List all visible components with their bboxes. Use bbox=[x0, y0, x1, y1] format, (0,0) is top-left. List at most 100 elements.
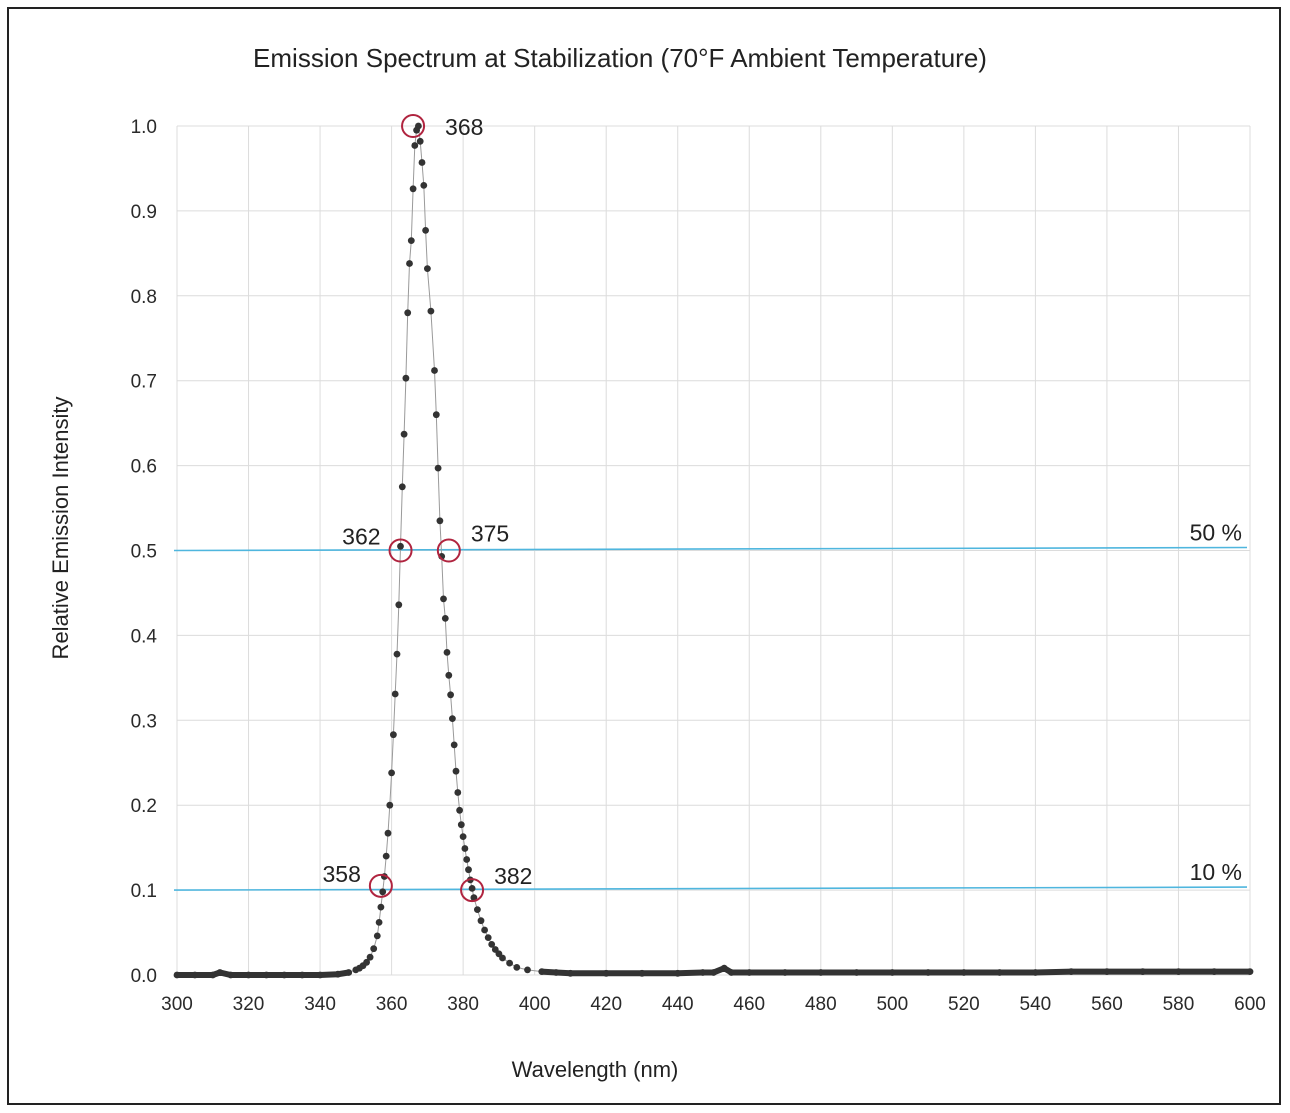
data-point bbox=[468, 885, 476, 892]
threshold-label: 10 % bbox=[1190, 859, 1242, 885]
annotation-label: 358 bbox=[322, 861, 360, 887]
data-point bbox=[386, 801, 394, 809]
y-axis-title: Relative Emission Intensity bbox=[48, 397, 73, 660]
x-tick-label: 440 bbox=[662, 994, 694, 1015]
data-point bbox=[418, 159, 426, 166]
x-tick-label: 540 bbox=[1020, 994, 1052, 1015]
y-tick-label: 1.0 bbox=[131, 117, 157, 138]
data-point bbox=[393, 650, 401, 658]
data-point bbox=[388, 769, 395, 777]
series-baseline bbox=[174, 969, 352, 978]
data-point bbox=[457, 821, 465, 829]
data-point bbox=[402, 374, 410, 382]
y-tick-label: 0.6 bbox=[131, 457, 157, 478]
data-point bbox=[416, 137, 424, 145]
annotation-circle bbox=[401, 114, 426, 138]
annotation-circle bbox=[388, 538, 413, 563]
data-point bbox=[454, 789, 462, 796]
x-tick-label: 500 bbox=[876, 994, 908, 1015]
data-point bbox=[400, 430, 408, 438]
data-point bbox=[415, 122, 422, 130]
data-point bbox=[440, 595, 447, 603]
data-point bbox=[407, 237, 415, 245]
data-point bbox=[409, 185, 417, 193]
grid bbox=[176, 125, 1251, 976]
data-point bbox=[470, 894, 478, 902]
x-tick-label: 460 bbox=[733, 994, 765, 1015]
annotation-circle bbox=[436, 538, 461, 563]
data-point bbox=[384, 829, 392, 837]
annotation-label: 362 bbox=[342, 524, 380, 550]
data-point bbox=[390, 731, 397, 739]
data-point bbox=[445, 671, 453, 679]
data-point bbox=[499, 954, 506, 962]
x-tick-label: 360 bbox=[376, 994, 408, 1015]
data-point bbox=[397, 542, 404, 550]
data-point bbox=[420, 182, 428, 189]
data-point bbox=[488, 941, 496, 948]
y-tick-label: 0.4 bbox=[131, 626, 158, 647]
data-point bbox=[424, 265, 431, 272]
data-point bbox=[411, 142, 419, 149]
chart-frame bbox=[7, 7, 1281, 1105]
y-tick-label: 0.3 bbox=[131, 711, 157, 732]
x-tick-label: 420 bbox=[590, 994, 622, 1015]
x-tick-label: 580 bbox=[1163, 994, 1195, 1015]
y-tick-label: 0.2 bbox=[131, 796, 157, 817]
data-point bbox=[506, 959, 513, 967]
data-point bbox=[461, 845, 469, 852]
series-baseline bbox=[538, 964, 1253, 977]
data-point bbox=[474, 906, 481, 913]
data-point bbox=[463, 856, 471, 863]
data-point bbox=[432, 411, 440, 419]
data-point bbox=[436, 517, 444, 525]
data-point bbox=[406, 260, 413, 267]
data-point bbox=[373, 932, 381, 940]
data-point bbox=[398, 483, 406, 491]
data-point bbox=[441, 615, 449, 622]
data-point bbox=[477, 917, 485, 925]
threshold-lines: 50 % 10 % bbox=[173, 520, 1248, 891]
data-point bbox=[422, 227, 429, 234]
x-axis-title: Wavelength (nm) bbox=[512, 1057, 679, 1082]
x-tick-label: 480 bbox=[805, 994, 837, 1015]
data-point bbox=[377, 903, 385, 911]
x-tick-label: 600 bbox=[1234, 994, 1266, 1015]
data-point bbox=[465, 866, 472, 874]
data-point bbox=[391, 690, 399, 698]
data-point bbox=[363, 958, 370, 966]
data-point bbox=[379, 888, 387, 896]
data-point bbox=[395, 601, 403, 609]
data-point bbox=[447, 691, 454, 699]
threshold-line bbox=[173, 546, 1248, 552]
x-tick-label: 320 bbox=[233, 994, 265, 1015]
data-point bbox=[450, 741, 458, 749]
data-point bbox=[449, 715, 456, 722]
data-point bbox=[382, 852, 390, 860]
threshold-line bbox=[173, 886, 1248, 891]
data-point bbox=[434, 464, 442, 472]
data-point bbox=[459, 833, 467, 840]
y-tick-label: 0.1 bbox=[131, 881, 157, 902]
x-tick-label: 300 bbox=[161, 994, 193, 1015]
x-tick-label: 560 bbox=[1091, 994, 1123, 1015]
data-point bbox=[404, 309, 412, 317]
tick-labels: 300 320 340 360 380 400 420 440 460 480 500 520 540 5… bbox=[131, 117, 1266, 1015]
data-point bbox=[427, 307, 435, 315]
annotation-circle bbox=[368, 873, 393, 898]
x-tick-label: 400 bbox=[519, 994, 551, 1015]
y-tick-label: 0.9 bbox=[131, 202, 157, 223]
data-point bbox=[366, 953, 374, 961]
data-point bbox=[452, 767, 460, 775]
data-point bbox=[484, 934, 492, 941]
data-point bbox=[456, 806, 463, 814]
annotation-circle bbox=[460, 878, 485, 903]
annotations: 368 362 375 358 382 bbox=[322, 114, 532, 903]
annotation-label: 368 bbox=[445, 114, 483, 140]
y-tick-label: 0.5 bbox=[131, 542, 157, 563]
data-point bbox=[513, 964, 521, 971]
data-point bbox=[481, 926, 488, 934]
threshold-label: 50 % bbox=[1190, 520, 1242, 546]
x-tick-label: 340 bbox=[304, 994, 336, 1015]
